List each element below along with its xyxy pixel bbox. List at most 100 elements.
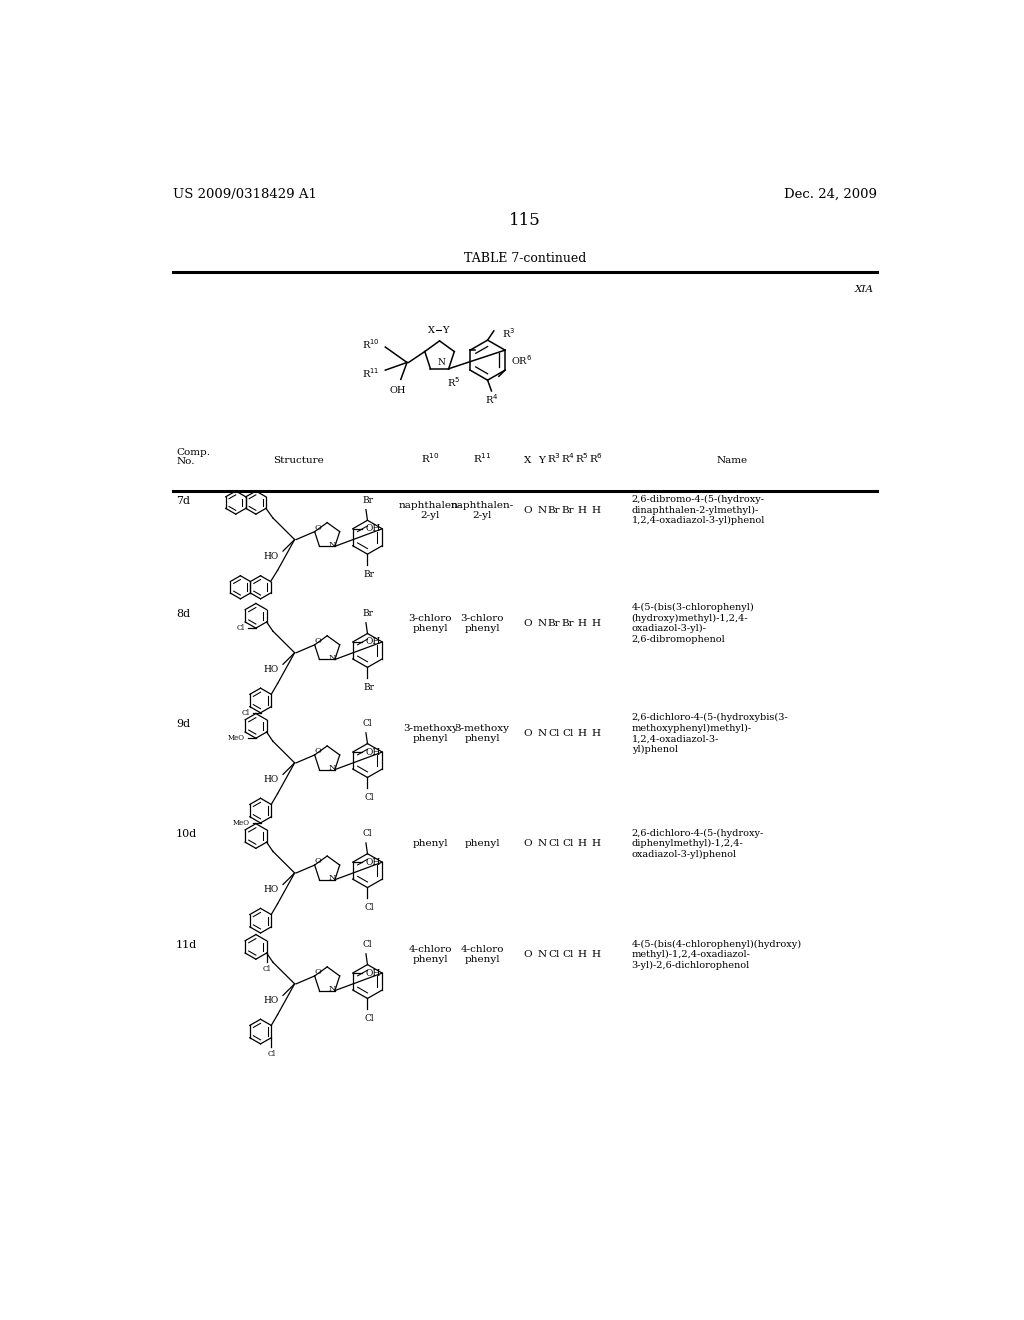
Text: HO: HO <box>264 775 280 784</box>
Text: R$^4$: R$^4$ <box>484 392 499 407</box>
Text: H: H <box>592 506 601 515</box>
Text: 115: 115 <box>509 211 541 228</box>
Text: N: N <box>328 541 336 549</box>
Text: 7d: 7d <box>176 496 190 506</box>
Text: OR$^6$: OR$^6$ <box>511 354 532 367</box>
Text: Cl: Cl <box>242 709 250 717</box>
Text: 4-(5-(bis(4-chlorophenyl)(hydroxy)
methyl)-1,2,4-oxadiazol-
3-yl)-2,6-dichloroph: 4-(5-(bis(4-chlorophenyl)(hydroxy) methy… <box>632 940 802 970</box>
Text: O: O <box>523 506 532 515</box>
Text: naphthalen-
2-yl: naphthalen- 2-yl <box>451 500 514 520</box>
Text: No.: No. <box>176 458 195 466</box>
Text: R$^{11}$: R$^{11}$ <box>473 451 492 465</box>
Text: O: O <box>314 747 322 755</box>
Text: 3-methoxy
phenyl: 3-methoxy phenyl <box>402 723 458 743</box>
Text: XIA: XIA <box>855 285 873 294</box>
Text: N: N <box>328 874 336 882</box>
Text: OH: OH <box>366 638 380 647</box>
Text: H: H <box>578 619 587 628</box>
Text: O: O <box>523 729 532 738</box>
Text: R$^{10}$: R$^{10}$ <box>362 337 380 351</box>
Text: N: N <box>328 764 336 772</box>
Text: Br: Br <box>364 570 375 578</box>
Text: Br: Br <box>562 619 574 628</box>
Text: HO: HO <box>264 665 280 675</box>
Text: R$^5$: R$^5$ <box>446 375 460 388</box>
Text: HO: HO <box>264 886 280 895</box>
Text: Cl: Cl <box>362 719 373 729</box>
Text: O: O <box>314 969 322 977</box>
Text: N: N <box>538 950 547 960</box>
Text: 11d: 11d <box>176 940 198 950</box>
Text: Br: Br <box>562 506 574 515</box>
Text: Cl: Cl <box>365 793 374 801</box>
Text: N: N <box>538 619 547 628</box>
Text: H: H <box>592 950 601 960</box>
Text: R$^5$: R$^5$ <box>575 451 589 465</box>
Text: N: N <box>538 506 547 515</box>
Text: Comp.: Comp. <box>176 449 210 457</box>
Text: 4-(5-(bis(3-chlorophenyl)
(hydroxy)methyl)-1,2,4-
oxadiazol-3-yl)-
2,6-dibromoph: 4-(5-(bis(3-chlorophenyl) (hydroxy)methy… <box>632 603 755 644</box>
Text: N: N <box>538 840 547 849</box>
Text: Cl: Cl <box>362 829 373 838</box>
Text: O: O <box>314 858 322 866</box>
Text: Cl: Cl <box>365 903 374 912</box>
Text: O: O <box>314 638 322 645</box>
Text: Cl: Cl <box>362 940 373 949</box>
Text: H: H <box>578 506 587 515</box>
Text: Br: Br <box>361 496 373 506</box>
Text: MeO: MeO <box>232 818 250 826</box>
Text: 10d: 10d <box>176 829 198 840</box>
Text: Br: Br <box>548 619 560 628</box>
Text: R$^3$: R$^3$ <box>547 451 561 465</box>
Text: H: H <box>592 619 601 628</box>
Text: Structure: Structure <box>273 455 324 465</box>
Text: Cl: Cl <box>365 1014 374 1023</box>
Text: O: O <box>523 950 532 960</box>
Text: OH: OH <box>366 747 380 756</box>
Text: Cl: Cl <box>562 729 573 738</box>
Text: Cl: Cl <box>549 729 560 738</box>
Text: N: N <box>328 655 336 663</box>
Text: Y: Y <box>539 455 546 465</box>
Text: Cl: Cl <box>262 965 270 973</box>
Text: R$^6$: R$^6$ <box>589 451 603 465</box>
Text: MeO: MeO <box>228 734 245 742</box>
Text: Br: Br <box>548 506 560 515</box>
Text: N: N <box>538 729 547 738</box>
Text: 8d: 8d <box>176 610 190 619</box>
Text: H: H <box>592 729 601 738</box>
Text: 4-chloro
phenyl: 4-chloro phenyl <box>461 945 504 965</box>
Text: R$^3$: R$^3$ <box>502 326 515 341</box>
Text: 3-methoxy
phenyl: 3-methoxy phenyl <box>455 723 510 743</box>
Text: Cl: Cl <box>562 950 573 960</box>
Text: naphthalen-
2-yl: naphthalen- 2-yl <box>398 500 462 520</box>
Text: X: X <box>524 455 531 465</box>
Text: Cl: Cl <box>237 624 245 632</box>
Text: R$^{10}$: R$^{10}$ <box>421 451 439 465</box>
Text: O: O <box>523 619 532 628</box>
Text: HO: HO <box>264 552 280 561</box>
Text: 2,6-dichloro-4-(5-(hydroxy-
diphenylmethyl)-1,2,4-
oxadiazol-3-yl)phenol: 2,6-dichloro-4-(5-(hydroxy- diphenylmeth… <box>632 829 764 859</box>
Text: TABLE 7-continued: TABLE 7-continued <box>464 252 586 265</box>
Text: Cl: Cl <box>562 840 573 849</box>
Text: X: X <box>428 326 435 334</box>
Text: Br: Br <box>364 682 375 692</box>
Text: 9d: 9d <box>176 719 190 730</box>
Text: Dec. 24, 2009: Dec. 24, 2009 <box>783 187 877 201</box>
Text: HO: HO <box>264 997 280 1006</box>
Text: 2,6-dibromo-4-(5-(hydroxy-
dinaphthalen-2-ylmethyl)-
1,2,4-oxadiazol-3-yl)phenol: 2,6-dibromo-4-(5-(hydroxy- dinaphthalen-… <box>632 495 765 525</box>
Text: OH: OH <box>366 524 380 533</box>
Text: Cl: Cl <box>549 950 560 960</box>
Text: OH: OH <box>389 385 406 395</box>
Text: Name: Name <box>717 455 749 465</box>
Text: H: H <box>592 840 601 849</box>
Text: Cl: Cl <box>549 840 560 849</box>
Text: N: N <box>437 358 445 367</box>
Text: phenyl: phenyl <box>413 840 449 849</box>
Text: Br: Br <box>361 609 373 618</box>
Text: N: N <box>328 985 336 993</box>
Text: OH: OH <box>366 858 380 867</box>
Text: O: O <box>314 524 322 532</box>
Text: Cl: Cl <box>267 1051 275 1059</box>
Text: Y: Y <box>442 326 449 334</box>
